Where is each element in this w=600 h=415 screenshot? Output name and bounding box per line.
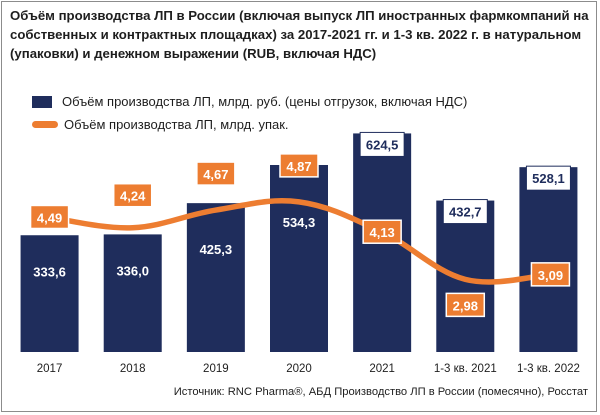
bar-2 — [186, 203, 245, 352]
bar-label-box-6 — [525, 165, 571, 191]
line-label-box-5 — [445, 292, 486, 318]
line-label-box-2 — [196, 161, 236, 186]
x-tick-label-5: 1-3 кв. 2021 — [434, 363, 497, 375]
line-label-3: 4,87 — [286, 159, 311, 174]
legend-label-line: Объём производства ЛП, млрд. упак. — [64, 117, 289, 132]
x-tick-label-0: 2017 — [37, 363, 63, 375]
source-note: Источник: RNC Pharma®, АБД Производство … — [173, 386, 588, 398]
bar-6 — [519, 167, 578, 352]
bar-label-5: 432,7 — [449, 205, 482, 220]
line-label-box-3 — [279, 153, 319, 178]
line-label-4: 4,13 — [369, 225, 394, 240]
line-label-5: 2,98 — [453, 298, 478, 313]
line-label-box-4 — [362, 219, 402, 244]
x-tick-label-2: 2019 — [203, 363, 229, 375]
bar-label-1: 336,0 — [116, 264, 149, 279]
line-label-6: 3,09 — [538, 268, 563, 283]
bar-label-box-5 — [442, 199, 488, 225]
bar-label-2: 425,3 — [200, 242, 233, 257]
series-line — [46, 198, 552, 285]
line-label-box-6 — [530, 262, 571, 287]
bar-label-3: 534,3 — [283, 215, 316, 230]
bar-label-0: 333,6 — [33, 264, 66, 279]
legend-swatch-line — [32, 121, 58, 128]
x-tick-label-3: 2020 — [286, 363, 312, 375]
x-tick-label-4: 2021 — [369, 363, 395, 375]
bar-5 — [436, 200, 495, 352]
bar-3 — [270, 164, 328, 352]
legend-label-bars: Объём производства ЛП, млрд. руб. (цены … — [62, 94, 468, 109]
line-label-2: 4,67 — [203, 167, 228, 182]
legend-item-line: Объём производства ЛП, млрд. упак. — [32, 117, 289, 132]
legend-item-bars: Объём производства ЛП, млрд. руб. (цены … — [32, 94, 467, 109]
bar-1 — [103, 234, 162, 352]
line-label-box-1 — [112, 182, 153, 208]
legend-swatch-bars — [32, 95, 52, 108]
line-label-0: 4,49 — [37, 210, 62, 225]
bar-label-4: 624,5 — [366, 137, 399, 152]
bar-label-box-4 — [359, 131, 405, 157]
line-label-box-0 — [29, 204, 70, 230]
x-tick-label-6: 1-3 кв. 2022 — [517, 363, 580, 375]
bar-0 — [20, 235, 79, 352]
chart-title: Объём производства ЛП в России (включая … — [10, 8, 589, 61]
line-label-1: 4,24 — [120, 189, 146, 204]
bar-label-6: 528,1 — [532, 171, 565, 186]
x-tick-label-1: 2018 — [120, 363, 146, 375]
